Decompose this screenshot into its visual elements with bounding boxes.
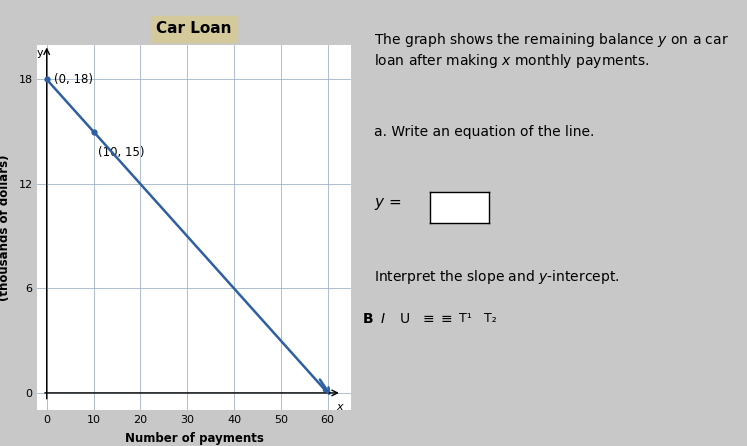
Text: B: B xyxy=(362,312,373,326)
Text: x: x xyxy=(336,402,343,412)
Text: a. Write an equation of the line.: a. Write an equation of the line. xyxy=(374,125,594,139)
Text: U: U xyxy=(400,312,410,326)
Text: T¹: T¹ xyxy=(459,312,472,325)
X-axis label: Number of payments: Number of payments xyxy=(125,432,264,445)
Title: Car Loan: Car Loan xyxy=(156,21,232,37)
Text: ≡: ≡ xyxy=(422,312,434,326)
Text: T₂: T₂ xyxy=(484,312,497,325)
Y-axis label: Balance
(thousands of dollars): Balance (thousands of dollars) xyxy=(0,154,11,301)
Text: ≡: ≡ xyxy=(441,312,453,326)
Text: Interpret the slope and $y$-intercept.: Interpret the slope and $y$-intercept. xyxy=(374,268,619,285)
Text: y: y xyxy=(37,48,43,58)
Text: (10, 15): (10, 15) xyxy=(98,145,145,159)
Text: $y$ =: $y$ = xyxy=(374,196,401,212)
Text: I: I xyxy=(381,312,385,326)
Text: (0, 18): (0, 18) xyxy=(54,73,93,86)
Text: The graph shows the remaining balance $y$ on a car loan after making $x$ monthly: The graph shows the remaining balance $y… xyxy=(374,31,728,70)
